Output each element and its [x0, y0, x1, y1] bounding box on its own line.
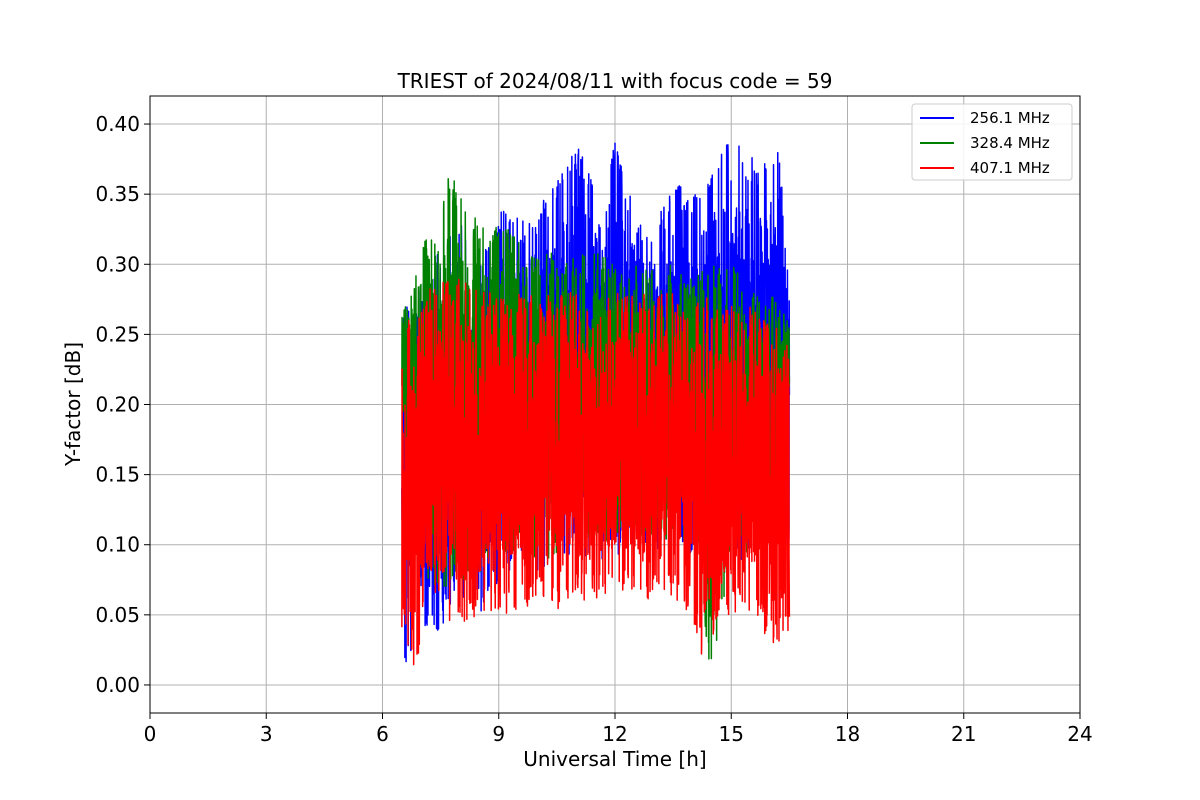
y-tick-label: 0.05: [95, 603, 140, 627]
y-axis: 0.00 0.05 0.10 0.15 0.20 0.25 0.30 0.35 0.40: [95, 112, 150, 697]
legend-entry: 407.1 MHz: [970, 159, 1050, 177]
x-tick-label: 12: [602, 722, 627, 746]
legend-entry: 256.1 MHz: [970, 109, 1050, 127]
x-tick-label: 9: [492, 722, 505, 746]
y-axis-label: Y-factor [dB]: [61, 342, 85, 467]
x-tick-label: 6: [376, 722, 389, 746]
y-tick-label: 0.30: [95, 252, 140, 276]
legend: 256.1 MHz 328.4 MHz 407.1 MHz: [911, 103, 1073, 181]
legend-box: [911, 103, 1073, 181]
plot-area: [401, 142, 791, 666]
series-line-2: [401, 278, 791, 666]
chart-title: TRIEST of 2024/08/11 with focus code = 5…: [397, 69, 833, 93]
x-axis-label: Universal Time [h]: [523, 747, 706, 771]
y-tick-label: 0.10: [95, 533, 140, 557]
legend-entry: 328.4 MHz: [970, 134, 1050, 152]
y-tick-label: 0.00: [95, 673, 140, 697]
y-tick-label: 0.25: [95, 322, 140, 346]
x-tick-label: 24: [1067, 722, 1092, 746]
x-tick-label: 0: [144, 722, 157, 746]
x-tick-label: 21: [951, 722, 976, 746]
x-tick-label: 18: [835, 722, 860, 746]
y-tick-label: 0.15: [95, 463, 140, 487]
y-tick-label: 0.35: [95, 182, 140, 206]
y-tick-label: 0.40: [95, 112, 140, 136]
y-tick-label: 0.20: [95, 393, 140, 417]
x-tick-label: 15: [719, 722, 744, 746]
x-tick-label: 3: [260, 722, 273, 746]
x-axis: 0 3 6 9 12 15 18 21 24: [144, 713, 1093, 746]
